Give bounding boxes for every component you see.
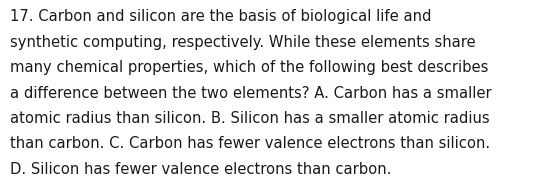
Text: D. Silicon has fewer valence electrons than carbon.: D. Silicon has fewer valence electrons t…: [10, 162, 391, 177]
Text: than carbon. C. Carbon has fewer valence electrons than silicon.: than carbon. C. Carbon has fewer valence…: [10, 136, 490, 151]
Text: 17. Carbon and silicon are the basis of biological life and: 17. Carbon and silicon are the basis of …: [10, 9, 431, 24]
Text: synthetic computing, respectively. While these elements share: synthetic computing, respectively. While…: [10, 35, 475, 50]
Text: atomic radius than silicon. B. Silicon has a smaller atomic radius: atomic radius than silicon. B. Silicon h…: [10, 111, 490, 126]
Text: a difference between the two elements? A. Carbon has a smaller: a difference between the two elements? A…: [10, 86, 492, 101]
Text: many chemical properties, which of the following best describes: many chemical properties, which of the f…: [10, 60, 488, 75]
